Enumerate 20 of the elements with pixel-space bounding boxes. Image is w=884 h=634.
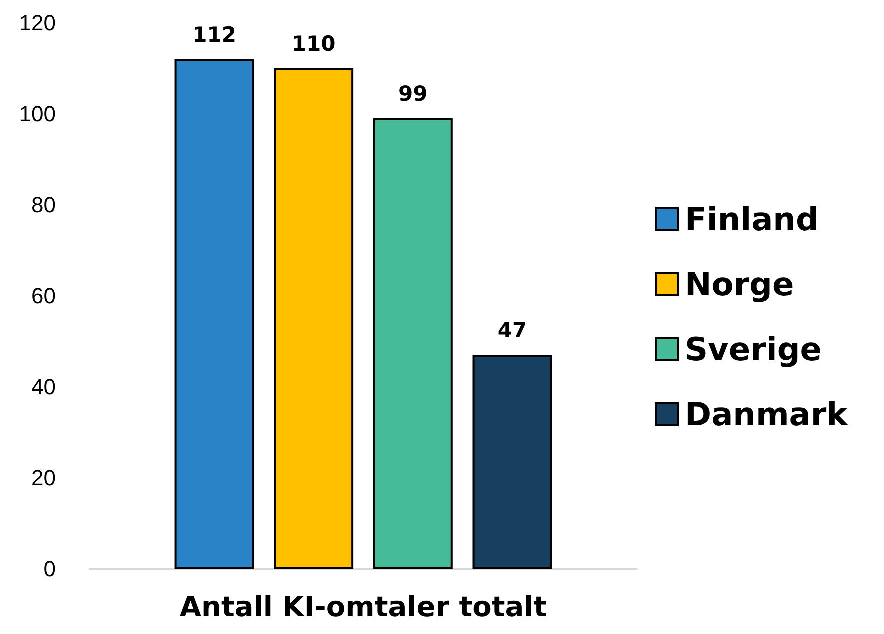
data-label: 110	[292, 32, 336, 56]
legend-label: Norge	[685, 266, 794, 304]
y-tick-label: 100	[19, 102, 56, 126]
data-label: 47	[498, 318, 528, 343]
legend-label: Danmark	[685, 396, 849, 434]
y-tick-label: 40	[32, 374, 56, 400]
legend-label: Sverige	[685, 330, 822, 368]
bar	[174, 59, 254, 569]
legend-label: Finland	[685, 200, 819, 238]
bar	[373, 118, 453, 569]
y-tick-label: 80	[32, 192, 56, 218]
data-label: 99	[398, 82, 428, 106]
y-tick-label: 60	[32, 284, 56, 308]
y-tick-label: 120	[19, 10, 56, 36]
bar	[472, 355, 552, 569]
y-tick-label: 20	[32, 466, 56, 490]
bar	[274, 68, 354, 569]
data-label: 112	[192, 22, 236, 47]
x-tick-label: Antall KI-omtaler totalt	[180, 590, 548, 624]
y-tick-label: 0	[44, 556, 56, 582]
